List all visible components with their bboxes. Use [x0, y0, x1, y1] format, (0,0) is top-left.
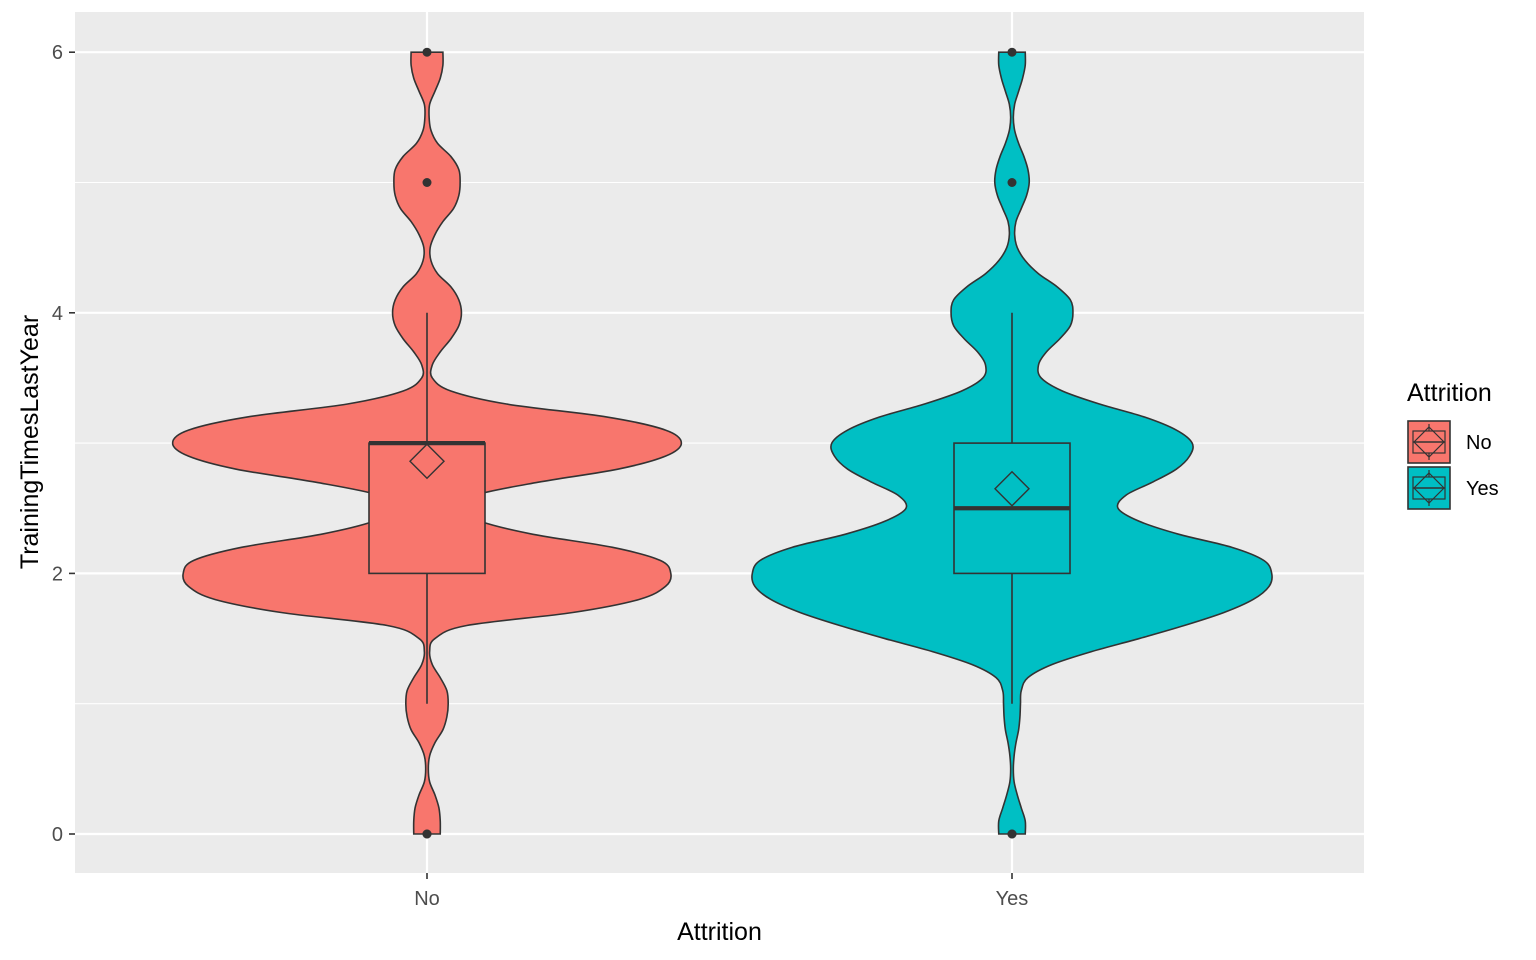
x-tick-label: No: [414, 888, 440, 910]
mean-marker-no: [409, 443, 445, 480]
outlier-point: [422, 178, 432, 187]
outlier-point: [1007, 178, 1017, 187]
y-tick-label: 0: [52, 824, 63, 846]
axes: 0 2 4 6 No Yes: [52, 42, 1028, 910]
boxplots: [368, 47, 1071, 839]
outlier-point: [422, 829, 432, 839]
legend-mean-glyph: [1413, 426, 1445, 458]
y-tick-label: 4: [52, 303, 63, 325]
legend-key-yes: [1407, 466, 1451, 510]
y-tick-label: 2: [52, 563, 63, 585]
legend-mean-glyph: [1413, 472, 1445, 504]
legend-label-yes: Yes: [1466, 478, 1499, 500]
outlier-point: [422, 47, 432, 57]
y-axis-title: TrainingTimesLastYear: [16, 315, 44, 569]
x-axis-title: Attrition: [677, 918, 762, 946]
legend: Attrition No Yes: [1407, 379, 1499, 510]
outlier-point: [1007, 829, 1017, 839]
legend-label-no: No: [1466, 432, 1492, 454]
box-no: [368, 442, 486, 575]
mean-marker-yes: [994, 470, 1030, 507]
legend-title: Attrition: [1407, 379, 1492, 407]
x-tick-label: Yes: [996, 888, 1029, 910]
y-tick-label: 6: [52, 42, 63, 64]
outlier-point: [1007, 47, 1017, 57]
legend-key-no: [1407, 420, 1451, 464]
